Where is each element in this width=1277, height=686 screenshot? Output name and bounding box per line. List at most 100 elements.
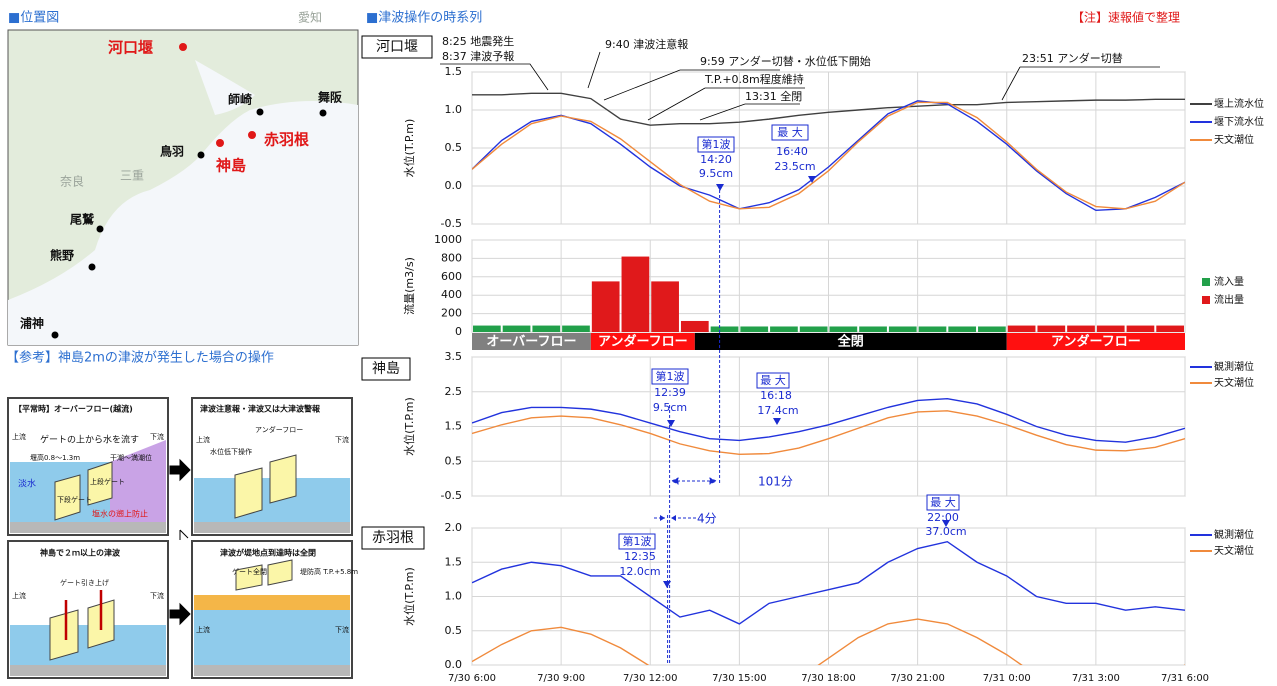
bar xyxy=(799,326,828,332)
x-tick-label: 7/31 0:00 xyxy=(983,673,1031,684)
panel-text: 塩水の遡上防止 xyxy=(92,509,148,519)
bar xyxy=(770,326,798,332)
annotation-leaders xyxy=(440,51,1160,121)
panel-text: ゲート引き上げ xyxy=(60,578,109,587)
legend-label: 流入量 xyxy=(1214,275,1244,288)
annotation: 12.0cm xyxy=(619,565,660,578)
y-tick-label: 0.0 xyxy=(445,179,463,192)
panel-text: 下流 xyxy=(150,591,164,600)
plots: -0.50.00.51.01.5水位(T.P.m)堰上流水位堰下流水位天文潮位0… xyxy=(402,65,1264,684)
map-region: 愛知 xyxy=(298,11,322,25)
x-tick-label: 7/30 6:00 xyxy=(448,673,496,684)
map-place: 鳥羽 xyxy=(160,144,184,159)
y-tick-label: 600 xyxy=(441,270,462,283)
panel-text: ゲートの上から水を流す xyxy=(40,434,139,446)
panel-text: 堤防高 T.P.+5.8m xyxy=(300,567,358,576)
x-tick-label: 7/30 15:00 xyxy=(712,673,766,684)
y-tick-label: 400 xyxy=(441,288,462,301)
annotation: 最 大 xyxy=(760,373,786,387)
annotation: 16:40 xyxy=(776,145,808,158)
station-label: 赤羽根 xyxy=(372,530,414,546)
x-tick-label: 7/30 18:00 xyxy=(801,673,855,684)
annotation: 14:20 xyxy=(700,153,732,166)
bar xyxy=(532,325,561,332)
map-place: 河口堰 xyxy=(108,39,153,57)
line xyxy=(472,410,1185,456)
panel-text: 堰高0.8～1.3m xyxy=(30,453,80,462)
map-place: 神島 xyxy=(216,157,246,175)
y-tick-label: 2.5 xyxy=(445,385,463,398)
legend-swatch xyxy=(1202,296,1210,304)
annotation: 23:51 アンダー切替 xyxy=(1022,51,1123,65)
operation-band xyxy=(1006,333,1185,350)
x-tick-label: 7/31 3:00 xyxy=(1072,673,1120,684)
annotation: 9:59 アンダー切替・水位低下開始 xyxy=(700,54,871,68)
legend-label: 観測潮位 xyxy=(1214,528,1254,541)
line xyxy=(472,540,1185,625)
x-tick-label: 7/30 9:00 xyxy=(537,673,585,684)
annotation: 9:40 津波注意報 xyxy=(605,37,688,51)
y-tick-label: -0.5 xyxy=(441,489,462,502)
annotation: 最 大 xyxy=(777,125,803,139)
legend-label: 堰上流水位 xyxy=(1214,97,1264,110)
chart: 0.0 0.5 1.0 1.5 2.0 7/30 6:00 7/30 9:00 7/30 12… xyxy=(402,521,1254,684)
annotation: 最 大 xyxy=(930,495,956,509)
panel-text: 上流 xyxy=(12,432,26,441)
panel-text: 上段ゲート xyxy=(90,477,125,486)
x-tick-label: 7/30 21:00 xyxy=(890,673,944,684)
annotation: 9.5cm xyxy=(653,401,687,414)
legend-label: 天文潮位 xyxy=(1214,544,1254,557)
annotation: 8:37 津波予報 xyxy=(442,50,514,63)
map-place: 師崎 xyxy=(228,92,252,107)
bar xyxy=(562,325,590,332)
bar xyxy=(1156,325,1184,332)
bar xyxy=(1037,325,1066,332)
annotation: 第1波 xyxy=(656,369,685,383)
bar xyxy=(710,326,739,332)
annotation: 第1波 xyxy=(702,137,731,151)
bar xyxy=(740,326,769,332)
panel-title: 神島で２ｍ以上の津波 xyxy=(40,548,121,558)
timeline-note: 【注】速報値で整理 xyxy=(1072,10,1180,25)
bar xyxy=(680,320,709,332)
y-axis-title: 水位(T.P.m) xyxy=(402,397,416,456)
y-tick-label: 0 xyxy=(455,325,462,338)
map-place: 尾鷲 xyxy=(70,212,94,227)
y-tick-label: 3.5 xyxy=(445,350,463,363)
map-place: 熊野 xyxy=(50,248,74,263)
y-axis-title: 流量(m3/s) xyxy=(402,257,416,315)
map-region: 三重 xyxy=(120,169,144,183)
bar xyxy=(1067,325,1095,332)
legend-label: 観測潮位 xyxy=(1214,360,1254,373)
operation-band xyxy=(590,333,695,350)
panel-title: 津波注意報・津波又は大津波警報 xyxy=(200,404,321,414)
annotation: 第1波 xyxy=(623,534,652,548)
chart: 0 200 400 600 800 1000 流量(m3/s) オーバーフロー アンダーフロー 全… xyxy=(402,233,1244,350)
y-tick-label: 1.0 xyxy=(445,103,463,116)
station-boxes xyxy=(361,35,433,550)
bar xyxy=(621,256,650,332)
y-tick-label: 2.0 xyxy=(445,521,463,534)
operation-band xyxy=(694,333,1007,350)
legend-label: 天文潮位 xyxy=(1214,376,1254,389)
map-place: 浦神 xyxy=(20,316,44,331)
panel-text: アンダーフロー xyxy=(255,425,303,434)
legend-label: 堰下流水位 xyxy=(1214,115,1264,128)
legend-swatch xyxy=(1202,278,1210,286)
series-group xyxy=(473,256,1184,332)
y-tick-label: 1000 xyxy=(434,233,462,246)
annotation: 16:18 xyxy=(760,389,792,402)
panel-title: 【平常時】オーバーフロー(越流) xyxy=(14,404,133,414)
annotation: 12:35 xyxy=(624,550,656,563)
annotation: 17.4cm xyxy=(757,404,798,417)
reference-title: 【参考】神島2mの津波が発生した場合の操作 xyxy=(6,350,274,366)
y-tick-label: 0.5 xyxy=(445,624,463,637)
y-tick-label: 1.0 xyxy=(445,590,463,603)
bar xyxy=(1126,325,1155,332)
x-tick-label: 7/31 6:00 xyxy=(1161,673,1209,684)
panel-text: 水位低下操作 xyxy=(210,447,252,456)
bar xyxy=(829,326,858,332)
